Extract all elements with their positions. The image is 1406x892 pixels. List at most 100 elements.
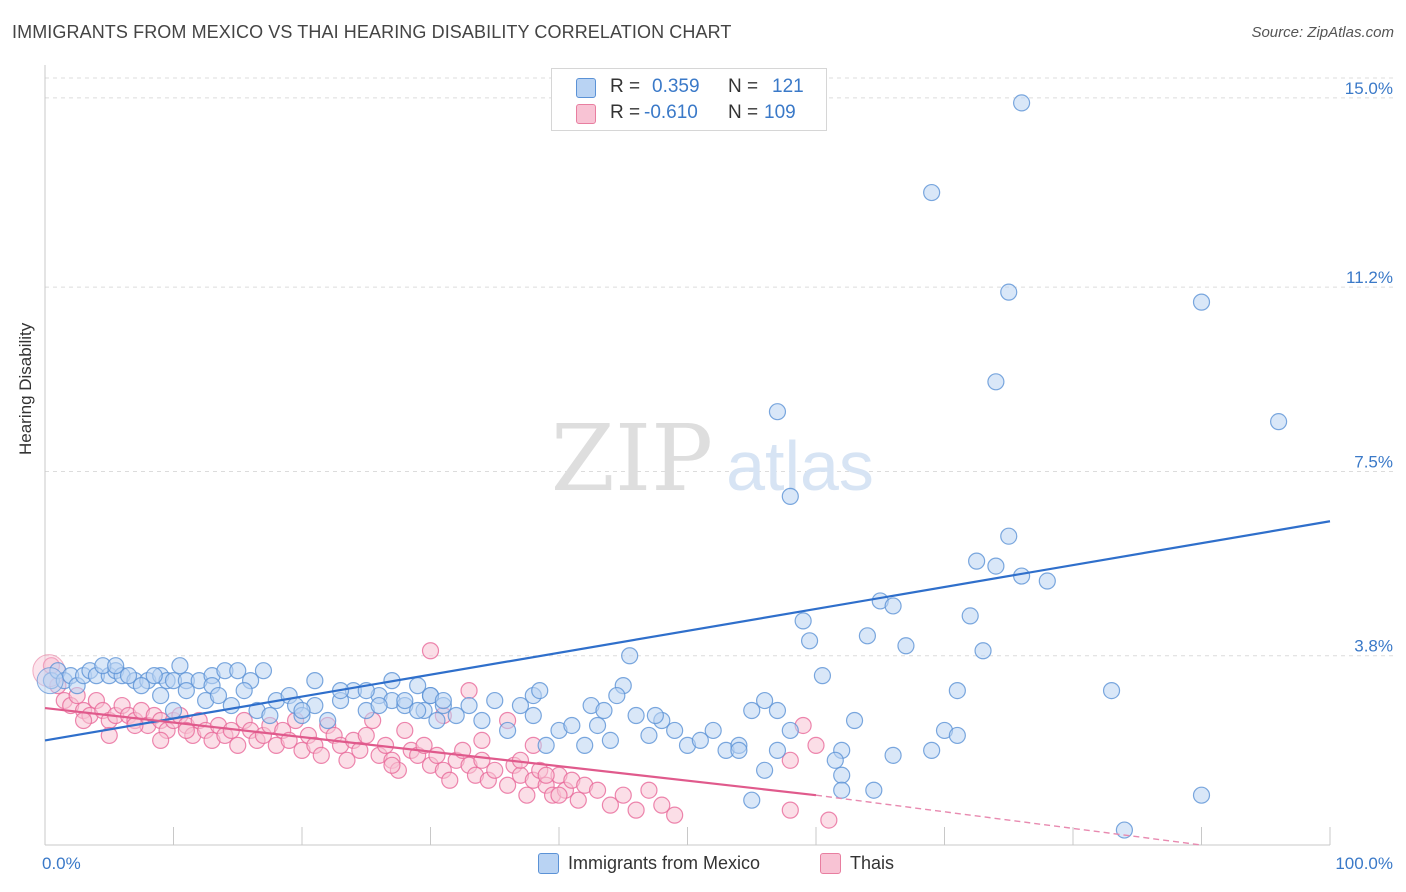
thai-point [473, 731, 491, 750]
mexico-point [640, 726, 658, 745]
mexico-point [537, 736, 555, 754]
legend-n-label: N = [728, 102, 759, 123]
mexico-point [781, 721, 799, 740]
mexico-point [434, 691, 452, 710]
thai-point [312, 746, 330, 764]
mexico-point [666, 721, 684, 740]
mexico-point [396, 691, 414, 710]
thai-point [74, 711, 93, 730]
trend-lines [44, 520, 1331, 846]
legend-label-thai: Thais [850, 853, 895, 873]
mexico-point [923, 741, 941, 759]
mexico-point [145, 667, 163, 685]
mexico-point [177, 682, 195, 700]
mexico-point [768, 701, 787, 720]
mexico-point [730, 741, 748, 759]
mexico-point [646, 706, 664, 725]
thai-point [357, 726, 375, 745]
y-tick-label: 15.0% [1345, 79, 1393, 98]
mexico-point [961, 607, 979, 625]
correlation-legend: R = 0.359 N = 121 R = -0.610 N = 109 [551, 68, 827, 131]
mexico-point [261, 706, 279, 725]
mexico-point [704, 721, 722, 740]
mexico-point [209, 686, 228, 705]
mexico-point [987, 557, 1005, 575]
y-tick-label: 11.2% [1346, 268, 1393, 287]
thai-point [614, 786, 632, 804]
thai-point [820, 811, 838, 829]
mexico-point [948, 726, 966, 745]
thai-point [441, 771, 459, 789]
mexico-point [1012, 567, 1031, 585]
thai-point [601, 796, 620, 814]
mexico-point [968, 552, 986, 570]
axes [44, 65, 1331, 846]
mexico-point [1000, 527, 1018, 545]
legend-r-label: R = [610, 76, 641, 97]
mexico-point [743, 701, 761, 720]
mexico-point [107, 657, 125, 675]
legend-n-value: 109 [764, 102, 796, 123]
thai-point [177, 721, 195, 740]
grid-lines [45, 77, 1395, 657]
mexico-point [621, 647, 639, 665]
legend-swatch-mexico [576, 78, 596, 98]
thai-point [518, 786, 536, 804]
mexico-point [235, 682, 253, 700]
thai-point [653, 796, 671, 814]
mexico-point [833, 766, 851, 784]
mexico-point [447, 706, 465, 725]
thai-point [569, 791, 587, 809]
mexico-point [1192, 293, 1211, 311]
y-axis-label: Hearing Disability [16, 322, 35, 455]
x-tick-label: 100.0% [1335, 854, 1393, 873]
mexico-point [826, 751, 844, 769]
legend-swatch-mexico [538, 853, 559, 874]
thai-point [396, 721, 414, 740]
thai-point [351, 741, 369, 759]
thai-point [627, 801, 645, 819]
y-tick-label: 3.8% [1354, 637, 1393, 656]
thai-point [338, 751, 356, 769]
mexico-point [460, 696, 478, 715]
thai-point [640, 781, 658, 799]
source-label: Source: ZipAtlas.com [1251, 24, 1394, 41]
legend-r-value: 0.359 [652, 76, 700, 97]
thai-point [666, 806, 684, 824]
mexico-points [36, 94, 1288, 839]
thai-point [460, 682, 478, 700]
mexico-point [948, 682, 966, 700]
mexico-point [171, 657, 189, 675]
mexico-point [293, 701, 311, 720]
watermark: ZIP atlas [551, 405, 874, 512]
mexico-point [1000, 283, 1018, 301]
mexico-point [563, 716, 581, 735]
mexico-trend-line [44, 520, 1331, 742]
mexico-point [755, 761, 774, 779]
mexico-point [608, 686, 626, 705]
mexico-cluster-point [36, 667, 64, 695]
mexico-point [691, 731, 709, 750]
mexico-point [229, 662, 247, 680]
mexico-point [1012, 94, 1031, 112]
mexico-point [119, 667, 138, 685]
thai-point [499, 776, 517, 794]
thai-trend-extension [815, 794, 1202, 846]
mexico-point [486, 691, 504, 710]
mexico-point [884, 746, 902, 764]
mexico-point [1102, 682, 1121, 700]
thai-point [550, 786, 568, 804]
thai-point [807, 736, 825, 754]
mexico-point [473, 711, 491, 730]
mexico-point [370, 696, 388, 715]
mexico-point [1038, 572, 1056, 590]
legend-r-value: -0.610 [644, 102, 698, 123]
mexico-point [409, 701, 427, 720]
thai-point [588, 781, 607, 799]
mexico-point [743, 791, 761, 809]
thai-point [421, 642, 440, 660]
mexico-point [781, 487, 799, 505]
mexico-point [768, 741, 787, 759]
mexico-point [845, 711, 864, 730]
